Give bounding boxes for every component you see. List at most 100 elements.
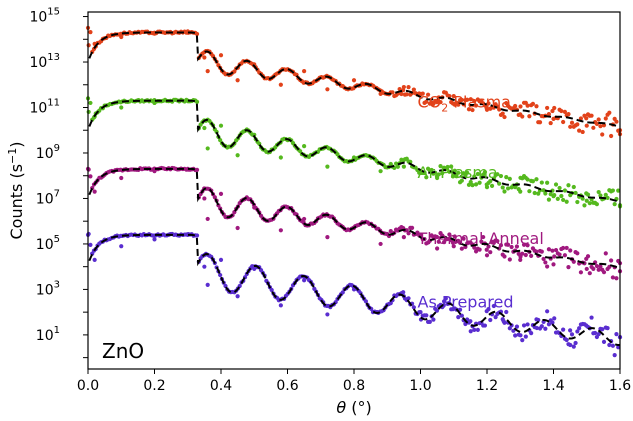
data-point-thermal (564, 245, 569, 251)
data-point-asprep (88, 242, 93, 248)
series-asprep (85, 231, 623, 358)
data-point-co2 (472, 98, 477, 104)
data-point-co2-20 (551, 116, 556, 121)
data-point-co2 (194, 31, 200, 37)
data-point-thermal-1 (92, 189, 97, 194)
data-point-ar-14 (378, 169, 383, 174)
data-point-ar-16 (435, 175, 440, 181)
data-point-thermal (534, 249, 539, 254)
data-point-thermal (557, 252, 562, 257)
data-point-co2-15 (401, 84, 406, 90)
data-point-asprep (491, 303, 496, 309)
data-point-asprep (607, 342, 612, 348)
data-point-co2 (502, 114, 507, 120)
data-point-ar (527, 189, 532, 194)
data-point-ar (612, 202, 617, 207)
data-point-thermal (543, 260, 548, 265)
data-point-thermal (614, 276, 619, 281)
fit-line-asprep (88, 233, 621, 347)
data-point-asprep (518, 333, 523, 338)
data-point-co2 (546, 112, 552, 117)
data-point-ar (561, 197, 566, 203)
data-point-ar (504, 174, 509, 180)
data-point-asprep (525, 322, 530, 327)
data-point-co2 (609, 133, 614, 139)
data-point-co2 (438, 100, 443, 105)
labels-layer: CO2 Plasma Ar Plasma Thermal Anneal As Prep… (417, 93, 544, 312)
data-point-asprep (194, 233, 200, 238)
y-tick-label-2: 105 (36, 234, 60, 253)
data-point-co2 (594, 121, 599, 127)
data-point-asprep (520, 337, 525, 343)
series-label-ar: Ar Plasma (418, 163, 498, 182)
data-point-co2-17 (451, 94, 456, 99)
data-point-thermal (545, 264, 550, 269)
data-point-thermal (481, 234, 486, 240)
series-layer (85, 25, 623, 358)
data-point-asprep (475, 327, 480, 332)
data-point-co2 (459, 97, 464, 103)
data-point-co2 (465, 97, 470, 102)
data-point-asprep (616, 345, 621, 350)
data-point-thermal (525, 243, 530, 248)
data-point-asprep (573, 340, 578, 346)
data-point-co2-13 (351, 78, 357, 83)
data-point-thermal (539, 249, 544, 254)
data-point-co2 (390, 90, 395, 95)
data-point-thermal (587, 271, 592, 276)
data-point-ar (194, 99, 200, 104)
data-point-thermal-21 (584, 266, 589, 272)
data-point-thermal (502, 254, 507, 259)
data-point-asprep (493, 315, 498, 320)
data-point-thermal-16 (435, 246, 440, 251)
data-point-asprep (536, 317, 541, 323)
data-point-asprep (552, 316, 557, 321)
data-point-asprep-12 (325, 312, 330, 317)
data-point-thermal (561, 245, 566, 251)
data-point-ar (477, 180, 482, 185)
data-point-asprep (269, 287, 274, 293)
data-point-asprep-6 (205, 282, 210, 287)
data-point-ar (534, 177, 539, 182)
data-point-thermal-6 (205, 216, 210, 222)
data-point-asprep (431, 317, 436, 322)
data-point-ar (468, 179, 473, 185)
data-point-ar-6 (205, 146, 210, 151)
data-point-ar (598, 193, 603, 198)
data-point-co2 (425, 92, 431, 97)
data-point-thermal-9 (252, 205, 257, 210)
data-point-thermal (450, 240, 456, 245)
data-point-co2 (518, 104, 523, 109)
data-point-ar (86, 109, 91, 115)
data-point-ar (596, 189, 601, 195)
data-point-co2 (591, 125, 596, 130)
y-tick-label-4: 109 (36, 143, 60, 162)
data-point-asprep (569, 332, 575, 337)
data-point-co2 (497, 107, 502, 112)
data-point-asprep (577, 326, 582, 331)
data-point-co2 (399, 91, 404, 97)
data-point-ar (393, 161, 399, 166)
data-point-ar (489, 183, 495, 188)
data-point-co2-6 (205, 69, 210, 74)
data-point-co2 (598, 124, 603, 129)
data-point-thermal (514, 244, 520, 249)
data-point-co2 (513, 103, 518, 109)
data-point-thermal-5 (202, 196, 207, 201)
data-point-asprep (529, 331, 534, 336)
data-point-ar-21 (584, 198, 589, 203)
data-point-asprep (486, 306, 491, 312)
data-point-ar (575, 199, 580, 205)
data-point-asprep (614, 332, 619, 337)
data-point-ar-5 (202, 125, 207, 131)
data-point-co2 (525, 103, 530, 108)
data-point-asprep (401, 290, 406, 295)
data-point-co2 (614, 119, 619, 124)
data-point-asprep (218, 272, 223, 278)
data-point-co2 (406, 85, 411, 90)
data-point-thermal (609, 258, 614, 263)
data-point-ar (438, 164, 443, 169)
data-point-ar (605, 195, 610, 201)
data-point-thermal (601, 270, 607, 275)
data-point-ar (507, 176, 512, 182)
